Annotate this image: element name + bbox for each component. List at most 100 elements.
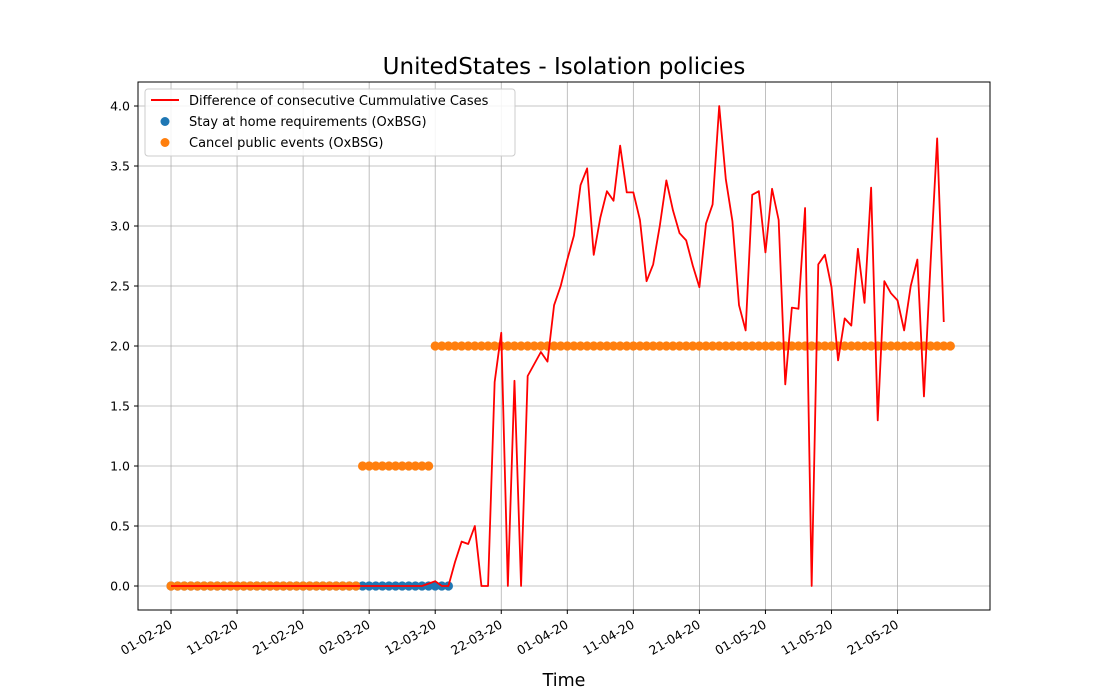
cancel-public-events-point (846, 341, 856, 351)
cancel-public-events-point (912, 341, 922, 351)
cancel-public-events-point (608, 341, 619, 351)
cancel-public-events-point (437, 341, 447, 351)
cancel-public-events-point (892, 341, 903, 351)
cancel-public-events-point (694, 341, 704, 351)
cancel-public-events-point (595, 341, 605, 351)
cancel-public-events-point (443, 341, 454, 351)
cancel-public-events-point (509, 341, 520, 351)
cancel-public-events-point (410, 461, 420, 471)
cancel-public-events-point (463, 341, 473, 351)
legend-frame (144, 88, 516, 157)
cancel-public-events-point (536, 341, 546, 351)
cancel-public-events-point (417, 461, 427, 471)
cancel-public-events-point (754, 341, 764, 351)
cancel-public-events-point (582, 341, 592, 351)
cancel-public-events-point (390, 461, 401, 471)
legend-label-stay-home: Stay at home requirements (OxBSG) (189, 115, 427, 130)
cancel-public-events-point (853, 341, 863, 351)
cancel-public-events-point (932, 341, 942, 351)
y-tick-label: 2.0 (110, 339, 130, 354)
cancel-public-events-point (886, 341, 896, 351)
y-tick-label: 0.0 (110, 579, 130, 594)
y-tick-label: 1.5 (110, 399, 130, 414)
cancel-public-events-point (575, 341, 586, 351)
cancel-public-events-point (615, 341, 625, 351)
cancel-public-events-point (774, 341, 784, 351)
cancel-public-events-point (760, 341, 771, 351)
y-tick-label: 1.0 (110, 459, 130, 474)
cancel-public-events-point (424, 461, 434, 471)
cancel-public-events-point (741, 341, 751, 351)
cancel-public-events-point (457, 341, 467, 351)
cancel-public-events-point (503, 341, 513, 351)
y-tick-label: 0.5 (110, 519, 130, 534)
cancel-public-events-point (622, 341, 632, 351)
y-axis: 0.0 0.5 1.0 1.5 2.0 2.5 3.0 3.5 4.0 (110, 99, 138, 594)
cancel-public-events-point (648, 341, 658, 351)
cancel-public-events-point (859, 341, 870, 351)
y-tick-label: 3.5 (110, 159, 130, 174)
cancel-public-events-point (721, 341, 731, 351)
cancel-public-events-point (450, 341, 460, 351)
cancel-public-events-point (549, 341, 559, 351)
series-layer (166, 105, 955, 591)
cancel-public-events-point (556, 341, 566, 351)
cancel-public-events-point (727, 341, 738, 351)
cancel-public-events-point (688, 341, 698, 351)
cancel-public-events-point (357, 461, 368, 471)
cancel-public-events-point (430, 341, 440, 351)
cancel-public-events-point (714, 341, 724, 351)
cancel-public-events-point (681, 341, 691, 351)
cancel-public-events-point (906, 341, 916, 351)
cancel-public-events-point (826, 341, 837, 351)
chart-title: UnitedStates - Isolation policies (383, 54, 746, 80)
cancel-public-events-point (476, 341, 487, 351)
cancel-public-events-point (641, 341, 652, 351)
cancel-public-events-point (628, 341, 638, 351)
y-tick-label: 3.0 (110, 219, 130, 234)
cancel-public-events-point (899, 341, 909, 351)
cancel-public-events-point (490, 341, 500, 351)
cancel-public-events-point (589, 341, 599, 351)
cancel-public-events-point (404, 461, 414, 471)
cancel-public-events-point (470, 341, 480, 351)
y-tick-label: 2.5 (110, 279, 130, 294)
cancel-public-events-point (939, 341, 949, 351)
cancel-public-events-point (529, 341, 539, 351)
cancel-public-events-point (483, 341, 493, 351)
cancel-public-events-point (635, 341, 645, 351)
legend-label-cancel-events: Cancel public events (OxBSG) (189, 136, 383, 151)
cancel-public-events-point (661, 341, 671, 351)
cancel-public-events-point (516, 341, 526, 351)
legend-swatch-stay-home (160, 117, 170, 126)
legend: Difference of consecutive Cummulative Ca… (144, 88, 516, 157)
cancel-public-events-point (377, 461, 387, 471)
cancel-public-events-point (866, 341, 876, 351)
cancel-public-events-point (562, 341, 572, 351)
cancel-public-events-point (734, 341, 744, 351)
cancel-public-events-point (945, 341, 955, 351)
cancel-public-events-point (523, 341, 533, 351)
cancel-public-events-point (807, 341, 817, 351)
y-tick-label: 4.0 (110, 99, 130, 114)
cancel-public-events-point (793, 341, 804, 351)
cancel-public-events-point (384, 461, 394, 471)
cancel-public-events-point (569, 341, 579, 351)
legend-label-cases: Difference of consecutive Cummulative Ca… (189, 94, 489, 109)
cancel-public-events-point (925, 341, 936, 351)
cancel-public-events-point (701, 341, 711, 351)
cancel-public-events-point (364, 461, 374, 471)
cancel-public-events-point (655, 341, 665, 351)
cancel-public-events-point (767, 341, 777, 351)
cancel-public-events-point (371, 461, 381, 471)
cancel-public-events-point (674, 341, 685, 351)
cancel-public-events-point (840, 341, 850, 351)
cancel-public-events-point (708, 341, 718, 351)
cancel-public-events-point (397, 461, 407, 471)
cases-difference-line (171, 105, 945, 587)
cancel-public-events-point (747, 341, 757, 351)
cancel-public-events-point (602, 341, 612, 351)
cancel-public-events-point (668, 341, 678, 351)
legend-swatch-cancel-events (160, 138, 170, 147)
